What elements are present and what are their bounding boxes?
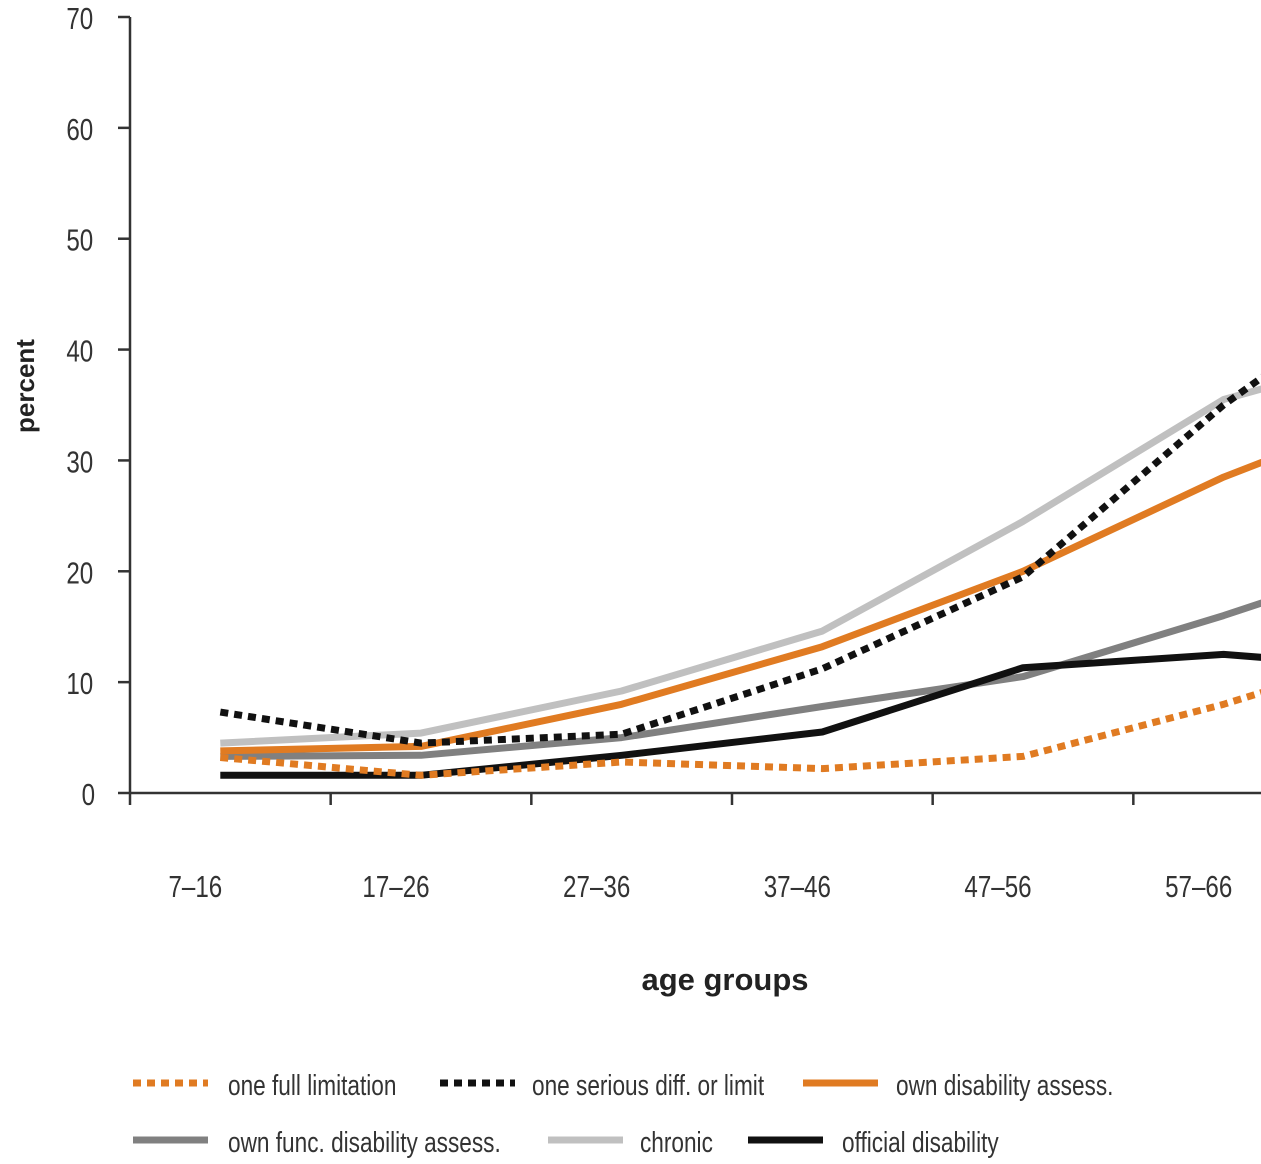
x-tick-label: 47–56 xyxy=(964,869,1031,904)
series-line-one-serious-diff-or-limit xyxy=(219,373,1261,747)
series-line-own-func-disability-assess xyxy=(220,599,1261,760)
legend-label: own func. disability assess. xyxy=(228,1125,501,1158)
x-tick-label: 7–16 xyxy=(168,869,222,904)
y-tick-label: 30 xyxy=(66,445,93,480)
y-axis: 0 10 20 30 40 50 60 70 xyxy=(66,1,132,812)
x-axis: 7–16 17–26 27–36 37–46 47–56 57–66 xyxy=(128,791,1261,904)
series-line-one-full-limitation xyxy=(219,689,1261,779)
legend-label: chronic xyxy=(640,1125,713,1158)
series-line-chronic xyxy=(220,385,1261,747)
y-tick-label: 70 xyxy=(66,1,93,36)
legend-label: one full limitation xyxy=(228,1068,396,1101)
legend: one full limitation one serious diff. or … xyxy=(133,1068,1113,1159)
x-axis-title: age groups xyxy=(641,962,808,997)
y-tick-label: 20 xyxy=(66,555,93,590)
y-tick-label: 40 xyxy=(66,334,93,369)
x-tick-label: 37–46 xyxy=(764,869,831,904)
legend-label: official disability xyxy=(842,1125,999,1158)
x-tick-label: 57–66 xyxy=(1165,869,1232,904)
x-tick-label: 27–36 xyxy=(563,869,630,904)
y-tick-label: 0 xyxy=(82,777,95,812)
y-tick-label: 60 xyxy=(66,112,93,147)
legend-label: own disability assess. xyxy=(896,1068,1113,1101)
y-tick-label: 10 xyxy=(66,666,93,701)
y-axis-title: percent xyxy=(10,339,40,433)
series-line-own-disability-assess xyxy=(220,458,1261,755)
x-tick-label: 17–26 xyxy=(362,869,429,904)
plot-area xyxy=(219,373,1261,779)
legend-label: one serious diff. or limit xyxy=(532,1068,765,1101)
y-tick-label: 50 xyxy=(66,223,93,258)
